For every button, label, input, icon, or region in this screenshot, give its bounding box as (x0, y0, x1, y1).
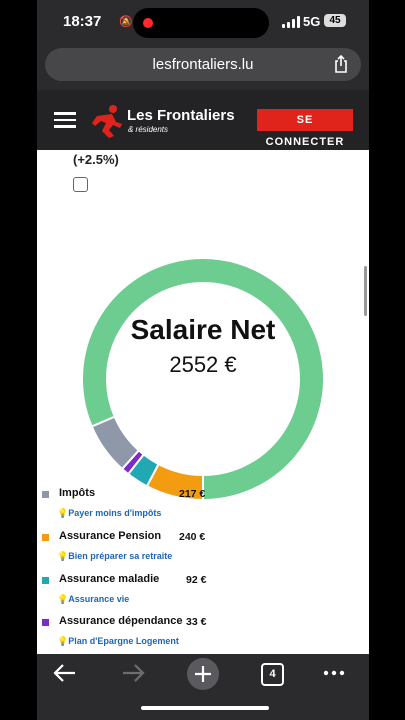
tip-link-assurance-vie[interactable]: 💡Assurance vie (57, 594, 130, 604)
legend-label: Assurance maladie (59, 573, 160, 585)
donut-slice-4[interactable] (145, 462, 204, 501)
scrollbar[interactable] (364, 266, 367, 316)
chart-center-title: Salaire Net (130, 314, 276, 345)
logo-runner-icon[interactable] (92, 104, 124, 138)
chart-center-value: 2552 € (169, 352, 237, 377)
browser-toolbar: 4 (37, 654, 369, 720)
phone-screen: 18:37 🔕 5G 45 lesfrontaliers.lu Les Fron… (37, 0, 369, 720)
tip-text[interactable]: Payer moins d'impôts (68, 508, 162, 518)
recording-indicator-icon (143, 18, 153, 28)
url-text[interactable]: lesfrontaliers.lu (152, 56, 254, 73)
tip-text[interactable]: Assurance vie (68, 594, 130, 604)
silent-bell-icon: 🔕 (119, 16, 133, 28)
home-indicator[interactable] (141, 706, 269, 710)
logo-subtitle: & résidents (128, 125, 169, 134)
tip-link-epargne[interactable]: 💡Plan d'Epargne Logement (57, 636, 179, 646)
logo-title[interactable]: Les Frontaliers (127, 107, 235, 124)
legend-amount: 217 € (179, 488, 206, 500)
tip-link-retraite[interactable]: 💡Bien préparer sa retraite (57, 551, 173, 561)
status-time: 18:37 (63, 13, 102, 30)
tip-text[interactable]: Bien préparer sa retraite (68, 551, 173, 561)
battery-indicator: 45 (324, 14, 346, 27)
back-arrow-icon[interactable] (53, 662, 77, 689)
address-bar[interactable]: lesfrontaliers.lu (45, 48, 361, 81)
donut-slice-0[interactable] (81, 257, 325, 501)
share-icon[interactable] (333, 54, 349, 78)
site-header: Les Frontaliers & résidents SE CONNECTER (37, 90, 369, 150)
legend-swatch (42, 491, 49, 498)
legend-label: Impôts (59, 487, 96, 499)
login-button[interactable]: SE CONNECTER (257, 109, 353, 148)
signal-icon (282, 16, 302, 28)
legend-swatch (42, 534, 49, 541)
legend-swatch (42, 577, 49, 584)
dynamic-island (133, 8, 269, 38)
legend-row-maladie: Assurance maladie 92 € (37, 570, 369, 590)
legend-label: Assurance Pension (59, 530, 162, 542)
legend-amount: 240 € (179, 531, 206, 543)
percent-change: (+2.5%) (73, 152, 119, 167)
legend-row-impots: Impôts 217 € (37, 484, 369, 504)
legend-amount: 92 € (186, 574, 207, 586)
menu-icon[interactable] (54, 112, 76, 128)
page-content: (+2.5%) Salaire Net 2552 € Impôts 217 € … (37, 150, 369, 654)
legend-label: Assurance dépendance (59, 615, 183, 627)
tip-text[interactable]: Plan d'Epargne Logement (68, 636, 179, 646)
tip-link-impots[interactable]: 💡Payer moins d'impôts (57, 508, 162, 518)
salary-donut-chart (81, 257, 325, 501)
legend-row-dependance: Assurance dépendance 33 € (37, 612, 369, 632)
more-options-icon[interactable] (323, 663, 345, 688)
checkbox[interactable] (73, 177, 88, 192)
network-type: 5G (303, 14, 321, 29)
tab-switcher-button[interactable]: 4 (261, 663, 284, 686)
new-tab-icon[interactable] (186, 657, 220, 696)
legend-swatch (42, 619, 49, 626)
status-bar: 18:37 🔕 5G 45 (37, 0, 369, 44)
legend-amount: 33 € (186, 616, 207, 628)
legend-row-pension: Assurance Pension 240 € (37, 527, 369, 547)
forward-arrow-icon[interactable] (121, 662, 145, 689)
